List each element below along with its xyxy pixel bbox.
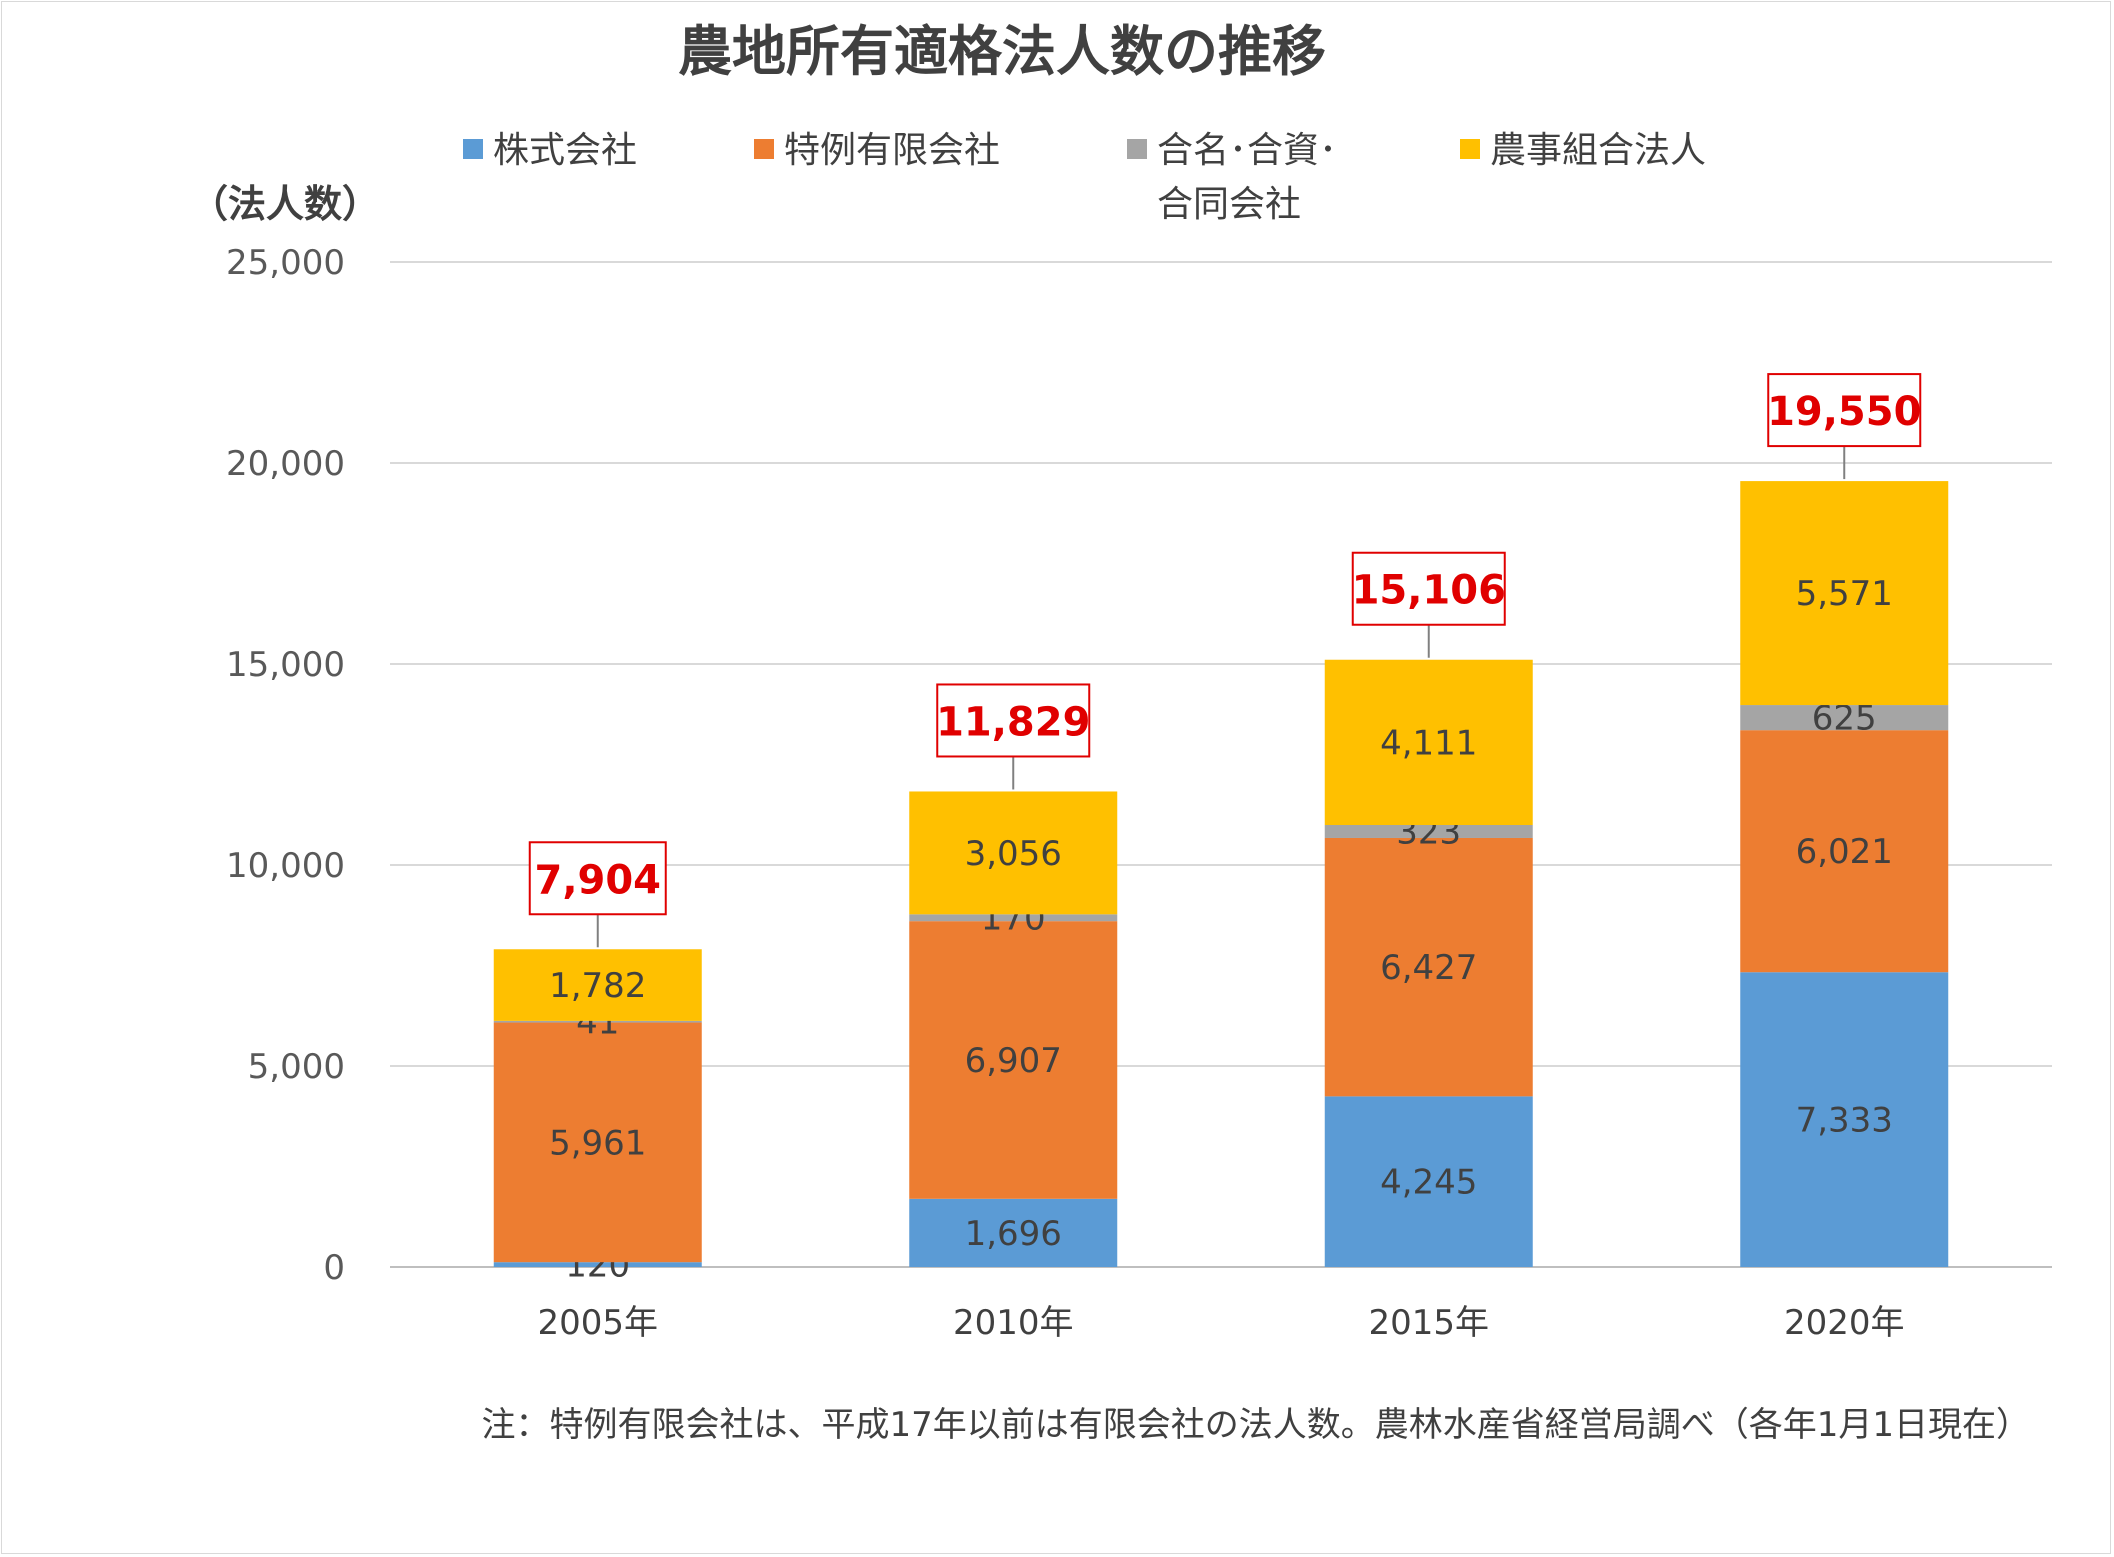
- bar-0-series-3: [493, 949, 702, 1021]
- data-label-2-series-3: 4,111: [1380, 723, 1477, 763]
- x-tick-label-2: 2015年: [1368, 1303, 1489, 1343]
- legend-label-2-line1: 合同会社: [1157, 184, 1301, 225]
- total-label-box-1: [936, 683, 1091, 758]
- bar-2-series-0: [1324, 1096, 1533, 1267]
- x-tick-label-3: 2020年: [1784, 1303, 1905, 1343]
- total-label-3: 19,550: [1767, 389, 1921, 435]
- total-label-box-3: [1767, 373, 1922, 448]
- y-tick-label-1: 5,000: [248, 1047, 345, 1087]
- total-label-box-0: [528, 841, 667, 916]
- chart-title: 農地所有適格法人数の推移: [678, 20, 1326, 83]
- y-axis-label: （法人数）: [190, 182, 380, 226]
- total-label-2: 15,106: [1352, 568, 1506, 614]
- x-tick-label-1: 2010年: [953, 1303, 1074, 1343]
- legend-swatch-3: [1460, 139, 1480, 159]
- data-label-0-series-3: 1,782: [549, 966, 646, 1006]
- bar-1-series-0: [909, 1198, 1118, 1267]
- bar-2-series-2: [1324, 825, 1533, 838]
- total-label-1: 11,829: [936, 699, 1090, 745]
- data-label-3-series-1: 6,021: [1796, 832, 1893, 872]
- total-label-0: 7,904: [534, 857, 661, 903]
- y-tick-label-2: 10,000: [226, 846, 345, 886]
- bar-2-series-1: [1324, 837, 1533, 1097]
- data-label-3-series-2: 625: [1812, 699, 1877, 739]
- bar-1-series-3: [909, 791, 1118, 915]
- y-tick-label-0: 0: [323, 1248, 345, 1288]
- bar-0-series-1: [493, 1022, 702, 1263]
- bar-3-series-2: [1740, 705, 1949, 731]
- bar-3-series-3: [1740, 481, 1949, 706]
- legend-label-1: 特例有限会社: [784, 130, 1000, 171]
- bar-3-series-1: [1740, 730, 1949, 973]
- legend-label-3: 農事組合法人: [1490, 130, 1706, 171]
- legend-swatch-2: [1127, 139, 1147, 159]
- footnote: 注：特例有限会社は、平成17年以前は有限会社の法人数。農林水産省経営局調べ（各年…: [481, 1405, 2030, 1445]
- data-label-0-series-1: 5,961: [549, 1123, 646, 1163]
- data-label-3-series-3: 5,571: [1796, 574, 1893, 614]
- y-tick-label-4: 20,000: [226, 444, 345, 484]
- legend-label-2-line0: 合名･合資･: [1157, 130, 1337, 171]
- y-tick-label-3: 15,000: [226, 645, 345, 685]
- bar-0-series-2: [493, 1020, 702, 1023]
- y-tick-label-5: 25,000: [226, 243, 345, 283]
- bar-3-series-0: [1740, 972, 1949, 1267]
- bar-1-series-1: [909, 921, 1118, 1199]
- legend-label-0: 株式会社: [493, 130, 637, 171]
- legend-swatch-1: [754, 139, 774, 159]
- bar-0-series-0: [493, 1262, 702, 1267]
- data-label-1-series-1: 6,907: [965, 1041, 1062, 1081]
- total-label-box-2: [1351, 551, 1506, 626]
- legend-swatch-0: [463, 139, 483, 159]
- data-label-1-series-3: 3,056: [965, 834, 1062, 874]
- bar-1-series-2: [909, 914, 1118, 922]
- x-tick-label-0: 2005年: [537, 1303, 658, 1343]
- data-label-1-series-0: 1,696: [965, 1214, 1062, 1254]
- data-label-2-series-0: 4,245: [1380, 1163, 1477, 1203]
- data-label-2-series-1: 6,427: [1380, 948, 1477, 988]
- data-label-3-series-0: 7,333: [1796, 1101, 1893, 1141]
- bar-2-series-3: [1324, 659, 1533, 826]
